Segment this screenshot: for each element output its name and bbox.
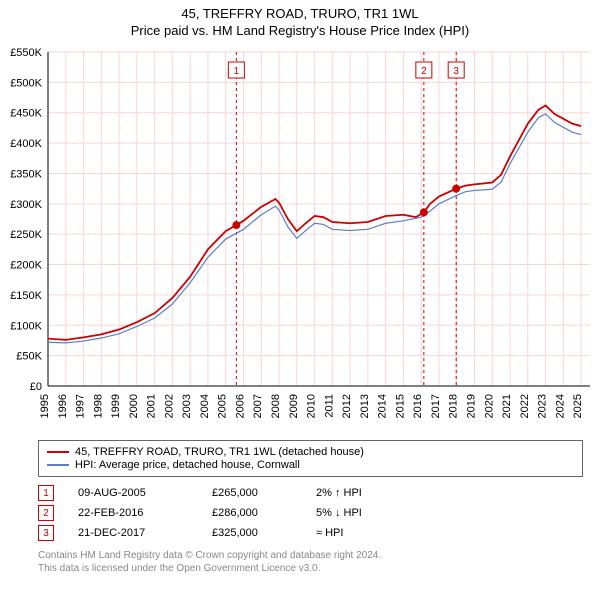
svg-text:2015: 2015 (394, 394, 406, 418)
legend-label: 45, TREFFRY ROAD, TRURO, TR1 1WL (detach… (75, 446, 364, 458)
legend-swatch (47, 464, 69, 466)
legend-row: 45, TREFFRY ROAD, TRURO, TR1 1WL (detach… (47, 446, 574, 458)
svg-text:£0: £0 (30, 381, 42, 393)
sales-table: 1 09-AUG-2005 £265,000 2% ↑ HPI 2 22-FEB-2016… (38, 485, 583, 541)
svg-text:1: 1 (234, 66, 240, 77)
svg-text:2009: 2009 (288, 394, 300, 418)
svg-text:2025: 2025 (572, 394, 584, 418)
sale-date: 22-FEB-2016 (78, 507, 188, 519)
svg-text:2013: 2013 (359, 394, 371, 418)
price-chart: £0 £50K £100K £150K £200K £250K £300K £350K £400… (0, 46, 600, 436)
title-block: 45, TREFFRY ROAD, TRURO, TR1 1WL Price p… (0, 0, 600, 38)
legend: 45, TREFFRY ROAD, TRURO, TR1 1WL (detach… (38, 440, 583, 477)
title-address: 45, TREFFRY ROAD, TRURO, TR1 1WL (0, 6, 600, 21)
sale-hpi: ≈ HPI (316, 527, 416, 539)
sale-price: £286,000 (212, 507, 292, 519)
svg-text:1996: 1996 (57, 394, 69, 418)
sale-row: 3 21-DEC-2017 £325,000 ≈ HPI (38, 525, 583, 541)
svg-text:2018: 2018 (448, 394, 460, 418)
legend-label: HPI: Average price, detached house, Corn… (75, 459, 300, 471)
svg-text:2021: 2021 (501, 394, 513, 418)
sale-price: £265,000 (212, 487, 292, 499)
svg-text:£50K: £50K (16, 351, 42, 363)
chart-container: 45, TREFFRY ROAD, TRURO, TR1 1WL Price p… (0, 0, 600, 590)
svg-text:£350K: £350K (10, 168, 42, 180)
svg-text:1999: 1999 (110, 394, 122, 418)
sale-marker: 2 (38, 505, 54, 521)
svg-text:1997: 1997 (75, 394, 87, 418)
svg-text:£100K: £100K (10, 320, 42, 332)
svg-text:£250K: £250K (10, 229, 42, 241)
sale-marker: 3 (38, 525, 54, 541)
title-subtitle: Price paid vs. HM Land Registry's House … (0, 23, 600, 38)
svg-text:£300K: £300K (10, 199, 42, 211)
svg-text:1998: 1998 (92, 394, 104, 418)
svg-text:2002: 2002 (163, 394, 175, 418)
svg-text:1995: 1995 (39, 394, 51, 418)
svg-text:2016: 2016 (412, 394, 424, 418)
sale-row: 2 22-FEB-2016 £286,000 5% ↓ HPI (38, 505, 583, 521)
svg-text:2008: 2008 (270, 394, 282, 418)
svg-text:£450K: £450K (10, 108, 42, 120)
sale-date: 09-AUG-2005 (78, 487, 188, 499)
svg-text:2019: 2019 (465, 394, 477, 418)
svg-text:2006: 2006 (234, 394, 246, 418)
sale-date: 21-DEC-2017 (78, 527, 188, 539)
footer-line-1: Contains HM Land Registry data © Crown c… (38, 549, 583, 562)
svg-text:2000: 2000 (128, 394, 140, 418)
svg-text:2007: 2007 (252, 394, 264, 418)
footer-line-2: This data is licensed under the Open Gov… (38, 562, 583, 575)
sale-hpi: 5% ↓ HPI (316, 507, 416, 519)
sale-row: 1 09-AUG-2005 £265,000 2% ↑ HPI (38, 485, 583, 501)
svg-text:2024: 2024 (554, 394, 566, 418)
svg-text:2020: 2020 (483, 394, 495, 418)
svg-text:2: 2 (421, 66, 427, 77)
svg-text:2005: 2005 (217, 394, 229, 418)
under-chart-block: 45, TREFFRY ROAD, TRURO, TR1 1WL (detach… (38, 440, 583, 575)
svg-text:2012: 2012 (341, 394, 353, 418)
svg-text:2022: 2022 (519, 394, 531, 418)
svg-text:2011: 2011 (323, 394, 335, 418)
svg-text:2003: 2003 (181, 394, 193, 418)
sale-hpi: 2% ↑ HPI (316, 487, 416, 499)
svg-text:£200K: £200K (10, 260, 42, 272)
svg-text:2017: 2017 (430, 394, 442, 418)
sale-marker: 1 (38, 485, 54, 501)
legend-swatch (47, 451, 69, 453)
svg-text:2010: 2010 (306, 394, 318, 418)
svg-text:£500K: £500K (10, 77, 42, 89)
legend-row: HPI: Average price, detached house, Corn… (47, 459, 574, 471)
footer-note: Contains HM Land Registry data © Crown c… (38, 549, 583, 575)
svg-text:2004: 2004 (199, 394, 211, 418)
svg-text:2001: 2001 (146, 394, 158, 418)
svg-text:£550K: £550K (10, 47, 42, 59)
svg-text:£400K: £400K (10, 138, 42, 150)
svg-text:2014: 2014 (377, 394, 389, 418)
svg-text:3: 3 (453, 66, 459, 77)
svg-text:£150K: £150K (10, 290, 42, 302)
svg-text:2023: 2023 (537, 394, 549, 418)
sale-price: £325,000 (212, 527, 292, 539)
